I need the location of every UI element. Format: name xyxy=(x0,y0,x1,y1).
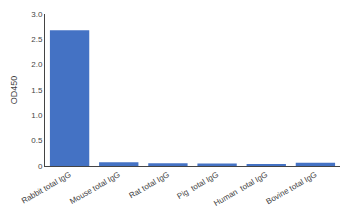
svg-text:0: 0 xyxy=(38,162,43,171)
svg-text:Rabbit total IgG: Rabbit total IgG xyxy=(20,170,73,206)
svg-text:Pig total IgG: Pig total IgG xyxy=(176,170,221,201)
svg-text:1.5: 1.5 xyxy=(31,86,43,95)
svg-text:2.0: 2.0 xyxy=(31,60,43,69)
svg-text:Rat total IgG: Rat total IgG xyxy=(128,170,171,200)
svg-text:2.5: 2.5 xyxy=(31,35,43,44)
svg-text:Human total IgG: Human total IgG xyxy=(212,170,269,208)
svg-text:0.5: 0.5 xyxy=(31,136,43,145)
svg-text:Mouse total IgG: Mouse total IgG xyxy=(68,170,121,206)
svg-text:OD450: OD450 xyxy=(9,76,19,105)
svg-text:Bovine total IgG: Bovine total IgG xyxy=(265,170,319,206)
svg-text:1.0: 1.0 xyxy=(31,111,43,120)
svg-text:3.0: 3.0 xyxy=(31,10,43,19)
